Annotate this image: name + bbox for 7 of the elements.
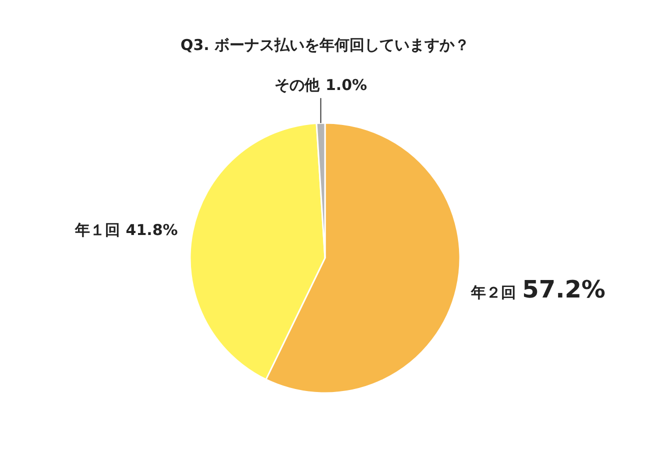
data-label: 1.0% — [325, 76, 368, 94]
slice-label: 年２回 — [470, 284, 516, 302]
data-label: 41.8% — [126, 220, 178, 239]
chart-title: Q3. ボーナス払いを年何回していますか？ — [180, 36, 470, 54]
data-label: 57.2% — [522, 276, 606, 304]
slice-label: その他 — [274, 76, 320, 94]
slice-label: 年１回 — [74, 220, 120, 239]
